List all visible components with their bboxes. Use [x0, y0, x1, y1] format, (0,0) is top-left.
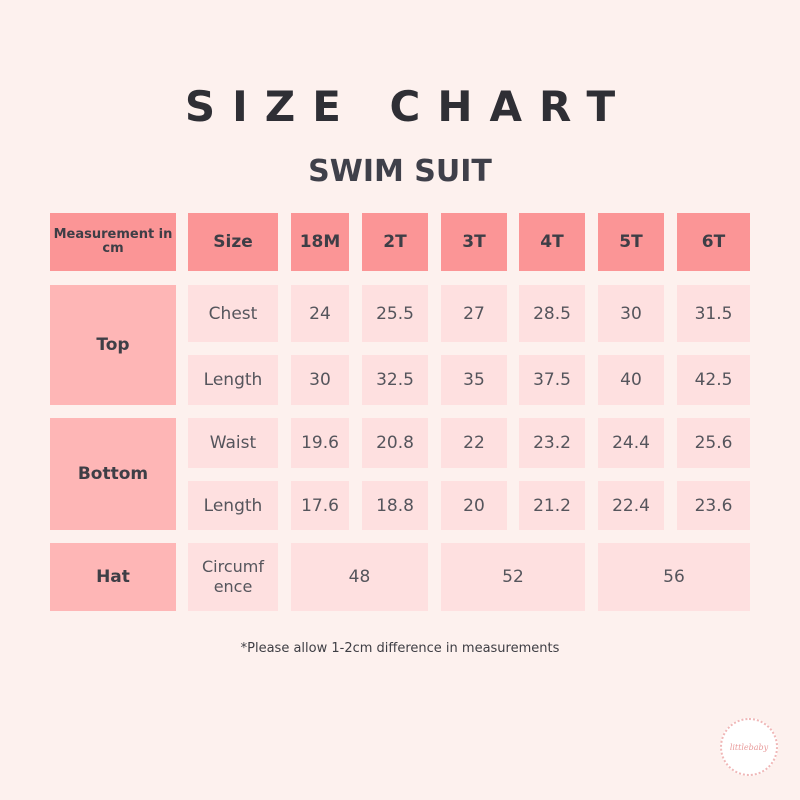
value-cell: 24: [291, 285, 349, 342]
value-cell: 19.6: [291, 418, 349, 468]
header-size-2t: 2T: [362, 213, 428, 271]
row-label-chest: Chest: [188, 285, 278, 342]
group-hat: Hat: [50, 543, 176, 611]
row-label-waist: Waist: [188, 418, 278, 468]
group-bottom: Bottom: [50, 418, 176, 530]
measurement-note: *Please allow 1-2cm difference in measur…: [240, 641, 560, 656]
header-size: Size: [188, 213, 278, 271]
brand-logo: littlebaby: [720, 718, 778, 776]
value-cell: 23.2: [519, 418, 585, 468]
value-cell: 25.5: [362, 285, 428, 342]
header-size-5t: 5T: [598, 213, 664, 271]
header-size-3t: 3T: [441, 213, 507, 271]
page-title: SIZE CHART: [184, 82, 633, 131]
value-cell: 56: [598, 543, 750, 611]
value-cell: 22.4: [598, 481, 664, 530]
value-cell: 23.6: [677, 481, 750, 530]
value-cell: 32.5: [362, 355, 428, 405]
value-cell: 18.8: [362, 481, 428, 530]
row-label-length: Length: [188, 355, 278, 405]
value-cell: 24.4: [598, 418, 664, 468]
header-measurement: Measurement in cm: [50, 213, 176, 271]
page-subtitle: SWIM SUIT: [308, 154, 492, 189]
value-cell: 20: [441, 481, 507, 530]
header-size-18m: 18M: [291, 213, 349, 271]
row-label-circumference: Circumf ence: [188, 543, 278, 611]
value-cell: 52: [441, 543, 585, 611]
value-cell: 30: [291, 355, 349, 405]
header-size-4t: 4T: [519, 213, 585, 271]
value-cell: 21.2: [519, 481, 585, 530]
value-cell: 20.8: [362, 418, 428, 468]
value-cell: 25.6: [677, 418, 750, 468]
row-label-length: Length: [188, 481, 278, 530]
value-cell: 37.5: [519, 355, 585, 405]
value-cell: 22: [441, 418, 507, 468]
value-cell: 40: [598, 355, 664, 405]
value-cell: 28.5: [519, 285, 585, 342]
group-top: Top: [50, 285, 176, 405]
value-cell: 48: [291, 543, 428, 611]
value-cell: 30: [598, 285, 664, 342]
value-cell: 17.6: [291, 481, 349, 530]
header-size-6t: 6T: [677, 213, 750, 271]
value-cell: 31.5: [677, 285, 750, 342]
value-cell: 27: [441, 285, 507, 342]
brand-logo-text: littlebaby: [729, 742, 769, 752]
value-cell: 42.5: [677, 355, 750, 405]
value-cell: 35: [441, 355, 507, 405]
